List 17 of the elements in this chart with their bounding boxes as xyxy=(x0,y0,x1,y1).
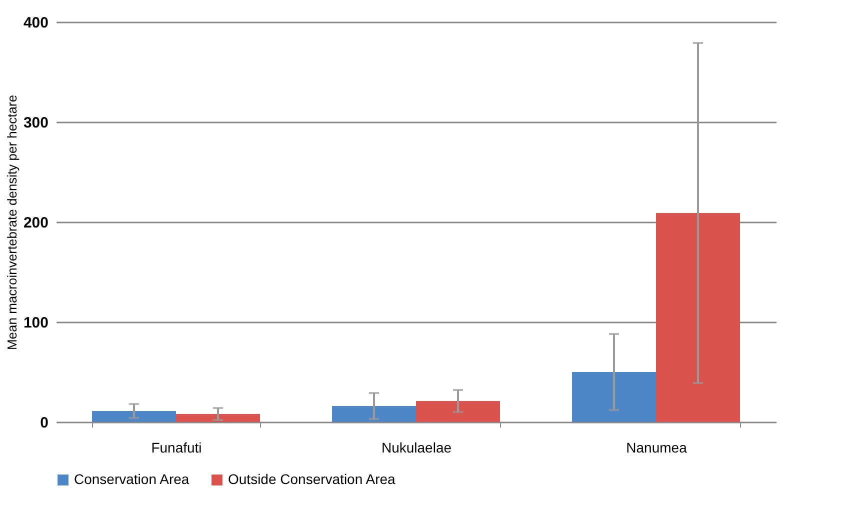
legend-label: Conservation Area xyxy=(74,471,190,487)
x-tick-label: Nanumea xyxy=(626,440,688,456)
y-tick-label: 300 xyxy=(23,114,48,132)
x-tick-label: Nukulaelae xyxy=(381,440,452,456)
bar xyxy=(332,406,416,422)
bar xyxy=(92,411,176,422)
bar xyxy=(572,372,656,422)
legend-label: Outside Conservation Area xyxy=(228,471,396,487)
y-tick-label: 400 xyxy=(23,14,48,32)
y-tick-label: 100 xyxy=(23,314,48,332)
bar xyxy=(656,213,740,422)
bar xyxy=(176,414,260,422)
y-tick-label: 200 xyxy=(23,214,48,232)
bar xyxy=(416,401,500,422)
y-axis-title: Mean macroinvertebrate density per hectare xyxy=(4,94,20,350)
y-tick-label: 0 xyxy=(40,414,48,432)
x-tick-label: Funafuti xyxy=(151,440,202,456)
